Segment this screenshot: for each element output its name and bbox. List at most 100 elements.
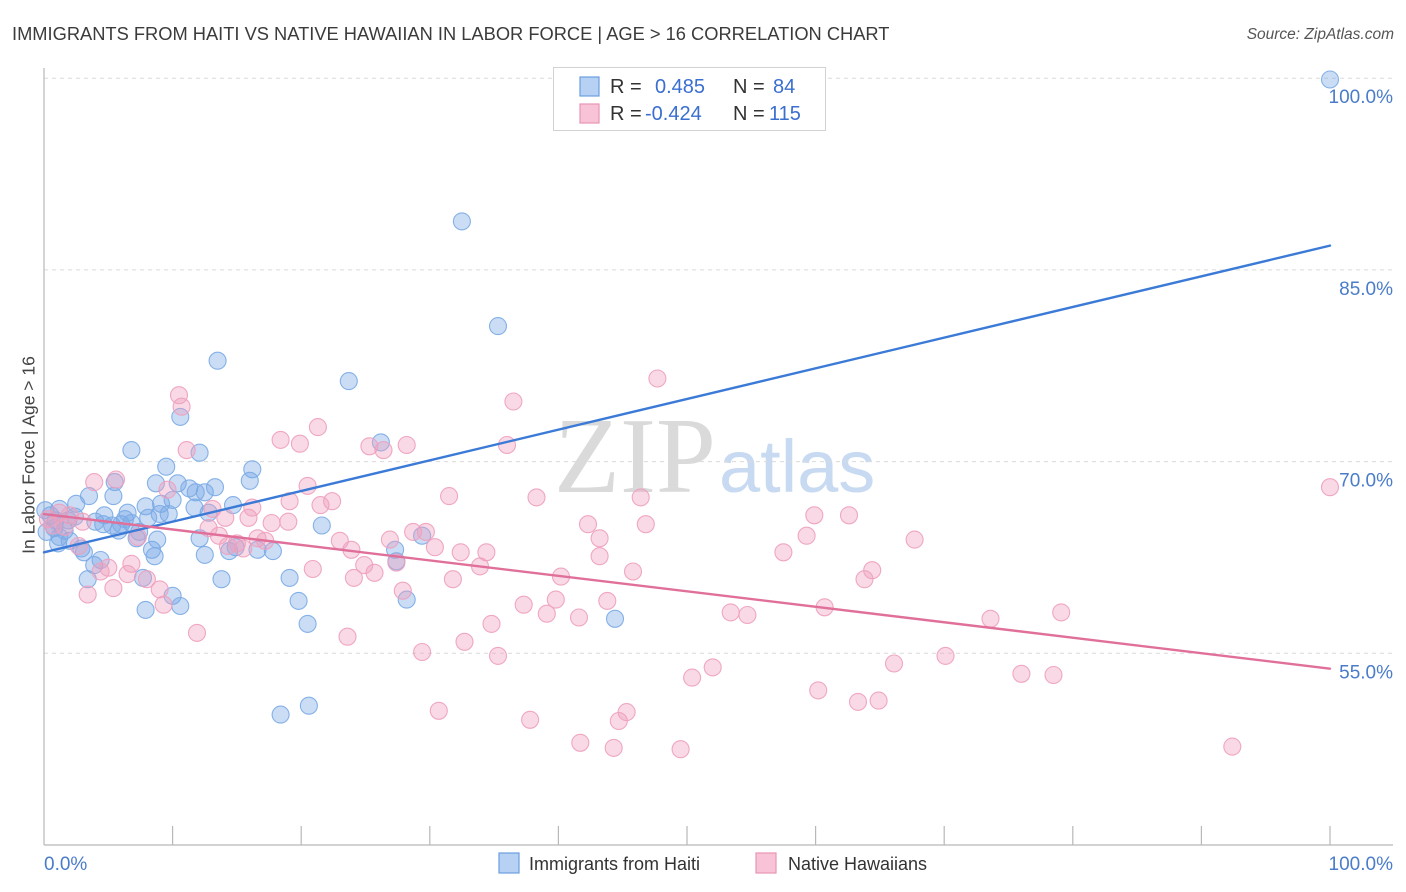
hawaiian-point [187, 623, 207, 642]
hawaiian-point [590, 547, 609, 566]
hawaiian-r-label: R = [610, 103, 642, 125]
hawaiian-legend-swatch [579, 103, 600, 124]
haiti-point [145, 547, 164, 566]
x-tick-marks [172, 826, 1331, 845]
y-tick-labels: 100.0% 85.0% 70.0% 55.0% [1329, 87, 1394, 683]
hawaiian-point [429, 701, 448, 720]
hawaiian-point [1320, 478, 1340, 497]
hawaiian-point [169, 386, 189, 405]
haiti-point [271, 705, 290, 724]
haiti-point [159, 504, 178, 524]
hawaiian-point [218, 536, 237, 556]
hawaiian-point [571, 733, 590, 752]
haiti-series-label: Immigrants from Haiti [529, 854, 700, 874]
hawaiian-point [855, 570, 874, 589]
hawaiian-series-label: Native Hawaiians [788, 854, 927, 874]
hawaiian-trend-line [42, 512, 1332, 670]
hawaiian-point [425, 538, 444, 557]
haiti-point [1320, 70, 1340, 89]
hawaiian-point [279, 512, 298, 531]
hawaiian-point [482, 614, 501, 633]
hawaiian-point [290, 434, 309, 453]
hawaiian-point [393, 581, 412, 600]
haiti-point [136, 600, 155, 619]
haiti-point [163, 490, 182, 510]
hawaiian-point [38, 510, 57, 529]
hawaiian-point [344, 568, 363, 587]
hawaiian-point [262, 513, 281, 533]
hawaiian-n-label: N = [733, 103, 765, 125]
hawaiian-point [451, 543, 470, 562]
haiti-point [50, 527, 69, 547]
hawaiian-point [514, 595, 533, 614]
hawaiian-point [1223, 737, 1242, 756]
hawaiian-point [387, 553, 406, 572]
stats-legend: R = 0.485 N = 84 R = -0.424 N = 115 [553, 67, 826, 131]
haiti-point [195, 483, 214, 502]
hawaiian-point [604, 738, 623, 757]
hawaiian-series-swatch [755, 852, 777, 874]
haiti-trend-line [42, 244, 1332, 554]
hawaiian-point [703, 658, 722, 677]
hawaiian-point [537, 604, 556, 623]
hawaiian-point [365, 563, 384, 582]
hawaiian-point [323, 492, 342, 511]
hawaiian-point [598, 591, 617, 610]
hawaiian-point [671, 740, 690, 759]
hawaiian-point [73, 512, 92, 531]
hawaiian-point [521, 710, 540, 729]
y-tick-label: 70.0% [1339, 471, 1393, 492]
hawaiian-point [981, 609, 1000, 628]
haiti-point [289, 591, 308, 610]
hawaiian-point [55, 517, 74, 536]
hawaiian-point [1012, 664, 1031, 683]
hawaiian-point [360, 437, 379, 456]
points-layer [36, 70, 1340, 759]
haiti-point [299, 696, 318, 715]
hawaiian-point [839, 506, 859, 525]
hawaiian-point [374, 441, 393, 460]
hawaiian-point [91, 562, 110, 581]
hawaiian-point [172, 397, 191, 416]
hawaiian-point [905, 530, 924, 549]
watermark-atlas: atlas [719, 425, 875, 508]
hawaiian-point [234, 539, 253, 558]
hawaiian-point [578, 515, 598, 534]
hawaiian-point [106, 470, 126, 489]
haiti-series-swatch [498, 852, 520, 874]
haiti-point [312, 516, 331, 535]
grid-layer [44, 77, 1393, 654]
hawaiian-point [443, 570, 462, 589]
hawaiian-point [413, 642, 432, 662]
haiti-point [240, 471, 259, 490]
hawaiian-point [805, 506, 824, 525]
hawaiian-point [404, 522, 423, 541]
hawaiian-point [721, 603, 740, 622]
hawaiian-r-value: -0.424 [645, 103, 702, 125]
watermark-logo: ZIP atlas [554, 397, 875, 516]
haiti-point [168, 474, 187, 493]
series-legend: Immigrants from Haiti Native Hawaiians [498, 852, 927, 874]
chart-title: IMMIGRANTS FROM HAITI VS NATIVE HAWAIIAN… [12, 23, 889, 44]
hawaiian-point [78, 585, 97, 604]
hawaiian-point [797, 526, 816, 545]
hawaiian-point [440, 487, 459, 506]
hawaiian-point [137, 570, 156, 589]
haiti-n-label: N = [733, 76, 765, 98]
x-tick-label-min: 0.0% [44, 854, 87, 875]
haiti-point [212, 570, 231, 589]
hawaiian-point [936, 646, 955, 665]
hawaiian-point [527, 488, 546, 507]
haiti-point [205, 478, 225, 497]
hawaiian-point [380, 530, 399, 549]
haiti-point [488, 317, 508, 336]
hawaiian-point [303, 559, 322, 579]
haiti-point [186, 483, 205, 502]
hawaiian-point [884, 654, 904, 673]
y-axis-title: In Labor Force | Age > 16 [19, 356, 39, 554]
hawaiian-point [1044, 665, 1063, 685]
haiti-n-value: 84 [773, 76, 795, 98]
y-tick-label: 100.0% [1329, 87, 1394, 108]
hawaiian-point [308, 418, 327, 437]
trend-lines [42, 244, 1332, 670]
